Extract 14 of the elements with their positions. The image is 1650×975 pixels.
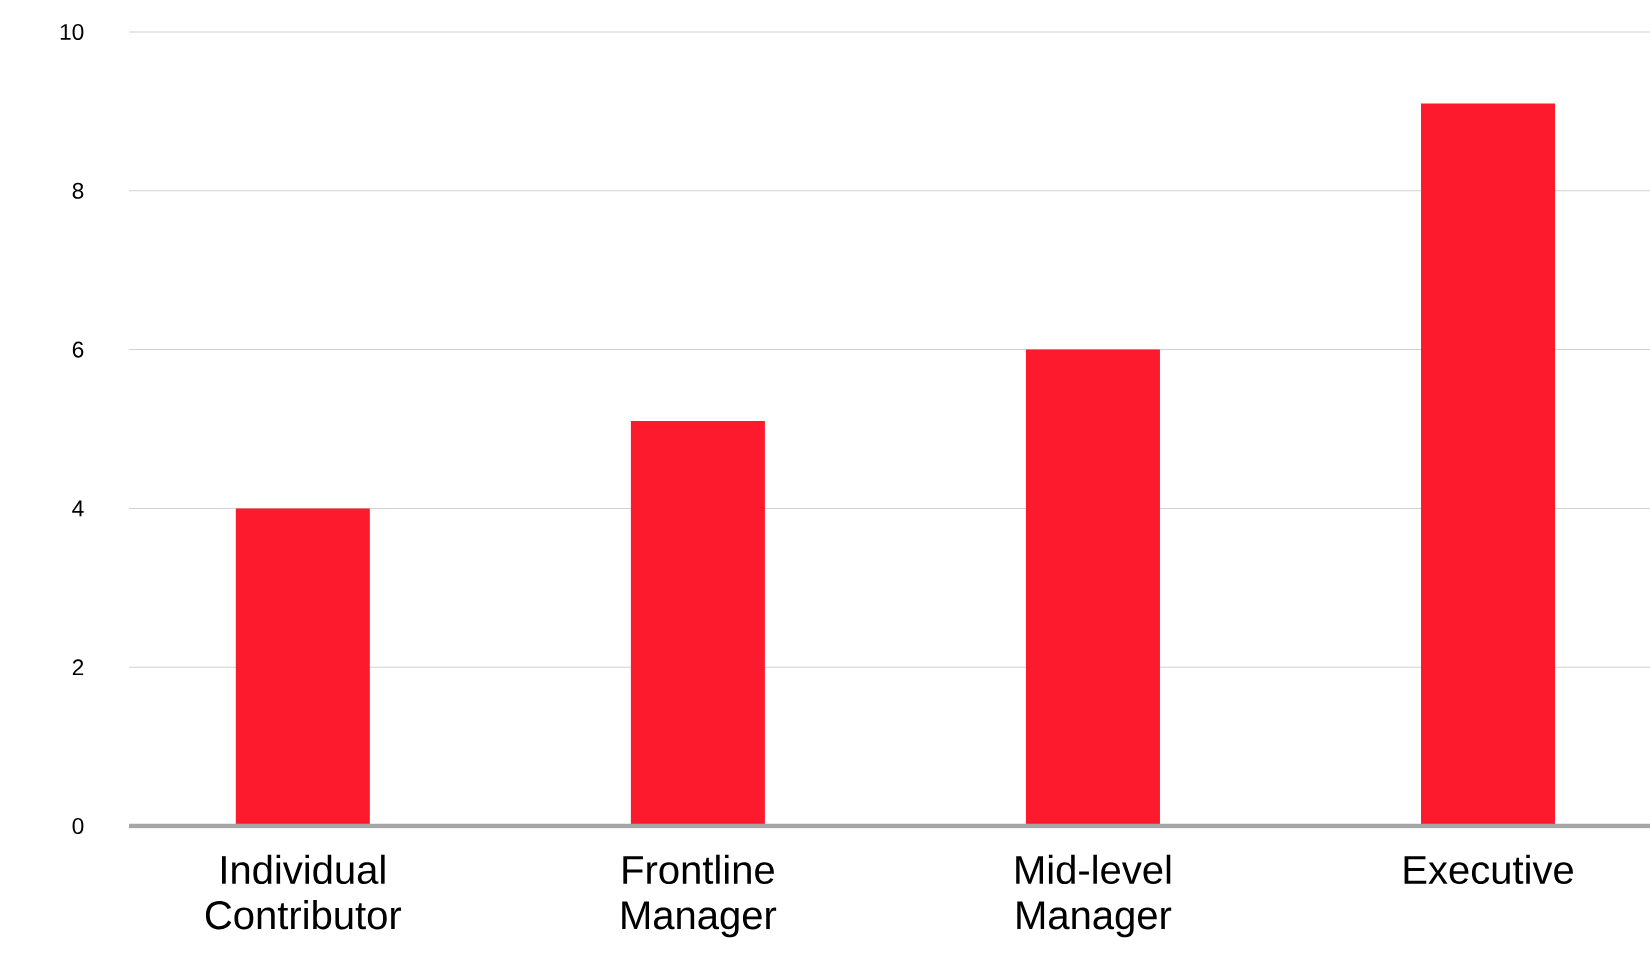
bar: [235, 508, 370, 826]
x-tick-label: Frontline Manager: [622, 854, 777, 938]
x-tick-label: Executive: [1404, 854, 1573, 885]
y-tick-label: 6: [72, 341, 84, 358]
x-tick-label: Mid-level Manager: [1016, 854, 1172, 938]
x-tick-label: Individual Contributor: [205, 854, 402, 930]
bar: [1025, 349, 1160, 826]
y-tick-label: 4: [72, 500, 84, 517]
y-tick-label: 0: [72, 817, 84, 835]
y-tick-label: 2: [72, 659, 84, 676]
bar: [630, 421, 765, 826]
y-tick-label: 10: [60, 23, 84, 41]
bar: [1421, 103, 1556, 826]
y-tick-label: 8: [72, 182, 84, 199]
